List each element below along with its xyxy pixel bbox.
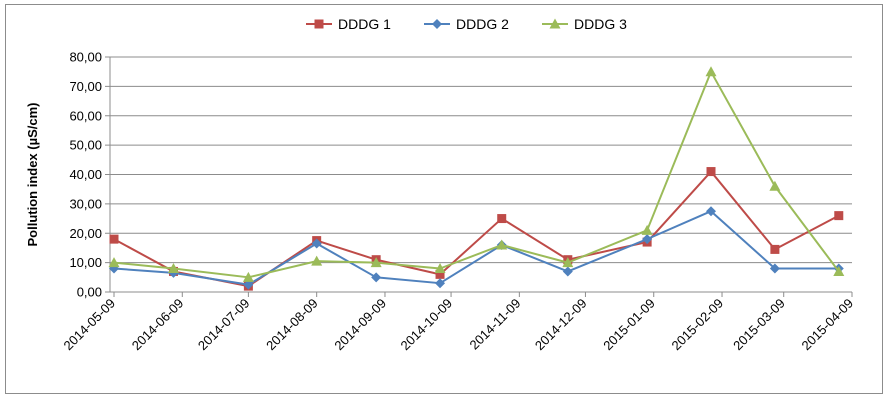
x-tick-label: 2015-02-09 — [669, 296, 727, 354]
x-tick-label: 2015-01-09 — [600, 296, 658, 354]
data-point — [641, 224, 653, 235]
data-point — [497, 214, 507, 224]
legend-label: DDDG 3 — [574, 16, 627, 32]
legend-label: DDDG 1 — [338, 16, 391, 32]
y-tick-label: 20,00 — [69, 226, 102, 241]
legend-marker — [432, 19, 442, 29]
x-tick-label: 2014-06-09 — [129, 296, 187, 354]
x-tick-label: 2015-04-09 — [798, 296, 856, 354]
y-tick-label: 0,00 — [77, 285, 102, 300]
axes — [105, 56, 853, 297]
x-tick-label: 2014-09-09 — [331, 296, 389, 354]
chart-frame — [5, 4, 883, 394]
legend-marker — [314, 19, 324, 29]
x-tick-label: 2014-11-09 — [467, 296, 524, 353]
series-line — [113, 70, 840, 279]
data-point — [562, 266, 573, 277]
x-tick-label: 2014-05-09 — [60, 296, 118, 354]
data-point — [770, 244, 780, 254]
y-tick-label: 60,00 — [69, 108, 102, 123]
series-line — [113, 210, 839, 286]
series-group — [108, 66, 845, 291]
data-point — [167, 263, 179, 273]
data-point — [243, 279, 254, 290]
x-tick-label: 2014-08-09 — [263, 296, 321, 354]
y-tick-label: 40,00 — [69, 167, 102, 182]
data-point — [108, 257, 120, 268]
data-point — [371, 272, 382, 283]
y-tick-label: 50,00 — [69, 138, 102, 153]
legend-marker — [549, 18, 561, 29]
data-point — [642, 234, 653, 245]
legend: DDDG 1 DDDG 2 DDDG 3 — [306, 16, 627, 32]
data-point — [435, 269, 445, 279]
data-point — [435, 278, 446, 289]
y-tick-label: 10,00 — [69, 255, 102, 270]
x-tick-label: 2014-12-09 — [532, 296, 590, 354]
data-point — [769, 263, 780, 274]
data-point — [833, 265, 845, 276]
x-tick-labels: 2014-05-09 2014-06-09 2014-07-09 2014-08-09… — [60, 296, 856, 354]
data-point — [705, 66, 717, 77]
data-point — [434, 263, 446, 273]
data-point — [706, 206, 717, 217]
data-point — [311, 255, 323, 266]
data-point — [109, 234, 119, 244]
data-point — [834, 211, 844, 221]
series-2 — [109, 206, 844, 290]
x-tick-label: 2015-03-09 — [730, 296, 788, 354]
legend-item: DDDG 3 — [542, 16, 627, 32]
legend-label: DDDG 2 — [456, 16, 509, 32]
legend-item: DDDG 2 — [424, 16, 509, 32]
y-tick-labels: 0,00 10,00 20,00 30,00 40,00 50,00 60,00 70,00 8… — [69, 50, 102, 300]
x-tick-label: 2014-07-09 — [195, 296, 253, 354]
data-point — [562, 257, 574, 268]
data-point — [370, 257, 382, 268]
data-point — [496, 239, 508, 250]
series-1 — [109, 167, 844, 291]
gridlines — [110, 56, 852, 264]
x-tick-label: 2014-10-09 — [398, 296, 456, 354]
y-tick-label: 80,00 — [69, 50, 102, 65]
data-point — [706, 167, 716, 177]
data-point — [242, 271, 254, 282]
y-axis-title: Pollution index (µS/cm) — [25, 103, 40, 247]
y-tick-label: 70,00 — [69, 79, 102, 94]
data-point — [311, 238, 322, 249]
y-tick-label: 30,00 — [69, 196, 102, 211]
legend-item: DDDG 1 — [306, 16, 391, 32]
data-point — [769, 180, 781, 191]
series-3 — [108, 66, 845, 282]
